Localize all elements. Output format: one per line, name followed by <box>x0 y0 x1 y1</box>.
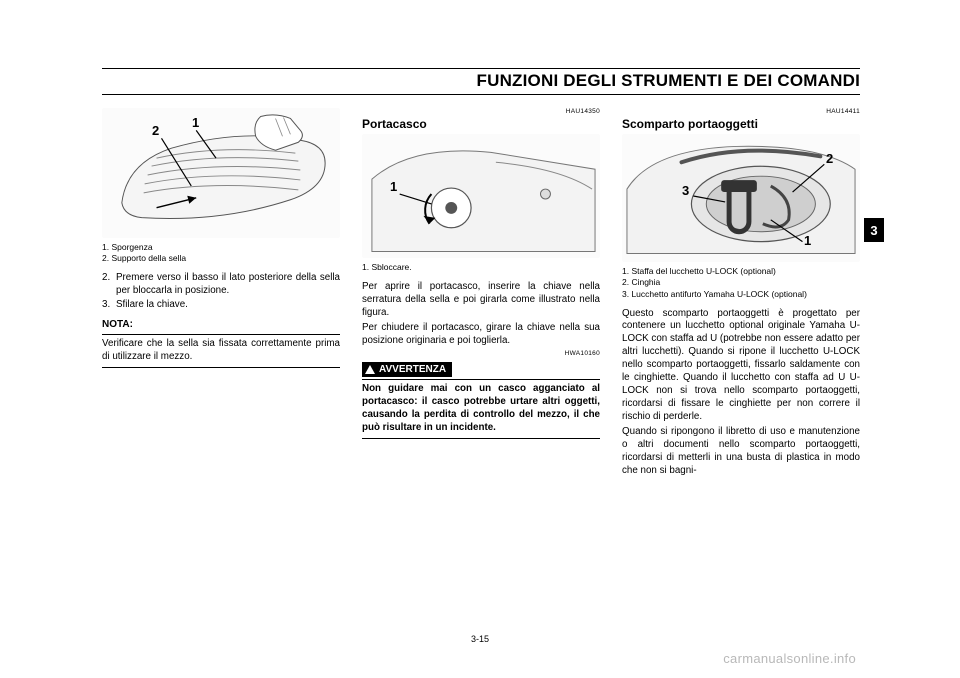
ref-code: HAU14411 <box>622 108 860 117</box>
callout-1: 1 <box>390 178 397 195</box>
callout-2: 2 <box>152 122 159 139</box>
caption-line: 2. Cinghia <box>622 277 860 288</box>
caption-line: 1. Sporgenza <box>102 242 340 253</box>
fig-seat-holder: 1 2 <box>102 108 340 238</box>
callout-2: 2 <box>826 150 833 167</box>
warning-icon <box>365 365 375 374</box>
chapter-tab: 3 <box>864 218 884 242</box>
caption-line: 1. Staffa del lucchetto U-LOCK (optional… <box>622 266 860 277</box>
column-1: 1 2 1. Sporgenza 2. Supporto della sella… <box>102 108 340 623</box>
section-title: Scomparto portaoggetti <box>622 117 860 133</box>
callout-1: 1 <box>804 232 811 249</box>
warning-text: Non guidare mai con un casco agganciato … <box>362 383 600 435</box>
warning-badge: AVVERTENZA <box>362 362 452 377</box>
ref-code: HWA10160 <box>362 350 600 359</box>
rule-line <box>102 367 340 368</box>
item-number: 3. <box>102 299 110 312</box>
column-3: HAU14411 Scomparto portaoggetti <box>622 108 860 623</box>
paragraph: Quando si ripongono il libretto di uso e… <box>622 426 860 478</box>
item-text: Premere verso il basso il lato posterior… <box>116 272 340 296</box>
nota-block: NOTA: Verificare che la sella sia fissat… <box>102 318 340 368</box>
item-number: 2. <box>102 272 110 285</box>
page-number: 3-15 <box>0 634 960 644</box>
fig-caption-3: 1. Staffa del lucchetto U-LOCK (optional… <box>622 266 860 299</box>
watermark: carmanualsonline.info <box>723 651 856 666</box>
caption-line: 2. Supporto della sella <box>102 253 340 264</box>
nota-label: NOTA: <box>102 319 133 330</box>
ref-code: HAU14350 <box>362 108 600 117</box>
list-item: 2.Premere verso il basso il lato posteri… <box>116 272 340 298</box>
item-text: Sfilare la chiave. <box>116 299 188 310</box>
fig-helmet-holder: 1 <box>362 134 600 258</box>
caption-line: 1. Sbloccare. <box>362 262 600 273</box>
content-area: 1 2 1. Sporgenza 2. Supporto della sella… <box>102 108 860 623</box>
page-header: FUNZIONI DEGLI STRUMENTI E DEI COMANDI <box>102 68 860 95</box>
step-list: 2. Premere verso il basso il lato posteri… <box>102 272 340 312</box>
fig-storage: 2 1 3 <box>622 134 860 262</box>
section-title: Portacasco <box>362 117 600 133</box>
rule-line <box>362 438 600 439</box>
paragraph: Questo scomparto portaoggetti è progetta… <box>622 308 860 424</box>
page-title: FUNZIONI DEGLI STRUMENTI E DEI COMANDI <box>102 69 860 94</box>
fig-caption-1: 1. Sporgenza 2. Supporto della sella <box>102 242 340 264</box>
fig-caption-2: 1. Sbloccare. <box>362 262 600 273</box>
callout-3: 3 <box>682 182 689 199</box>
manual-page: FUNZIONI DEGLI STRUMENTI E DEI COMANDI 3 <box>0 0 960 678</box>
rule-line <box>362 379 600 380</box>
warning-label: AVVERTENZA <box>379 363 446 376</box>
paragraph: Per chiudere il portacasco, girare la ch… <box>362 322 600 348</box>
list-item: 3.Sfilare la chiave. <box>116 299 340 312</box>
paragraph: Per aprire il portacasco, inserire la ch… <box>362 281 600 320</box>
callout-1: 1 <box>192 114 199 131</box>
chapter-tab-label: 3 <box>870 223 877 238</box>
column-2: HAU14350 Portacasco 1 <box>362 108 600 623</box>
caption-line: 3. Lucchetto antifurto Yamaha U-LOCK (op… <box>622 289 860 300</box>
nota-text: Verificare che la sella sia fissata corr… <box>102 338 340 364</box>
rule-line <box>102 334 340 335</box>
